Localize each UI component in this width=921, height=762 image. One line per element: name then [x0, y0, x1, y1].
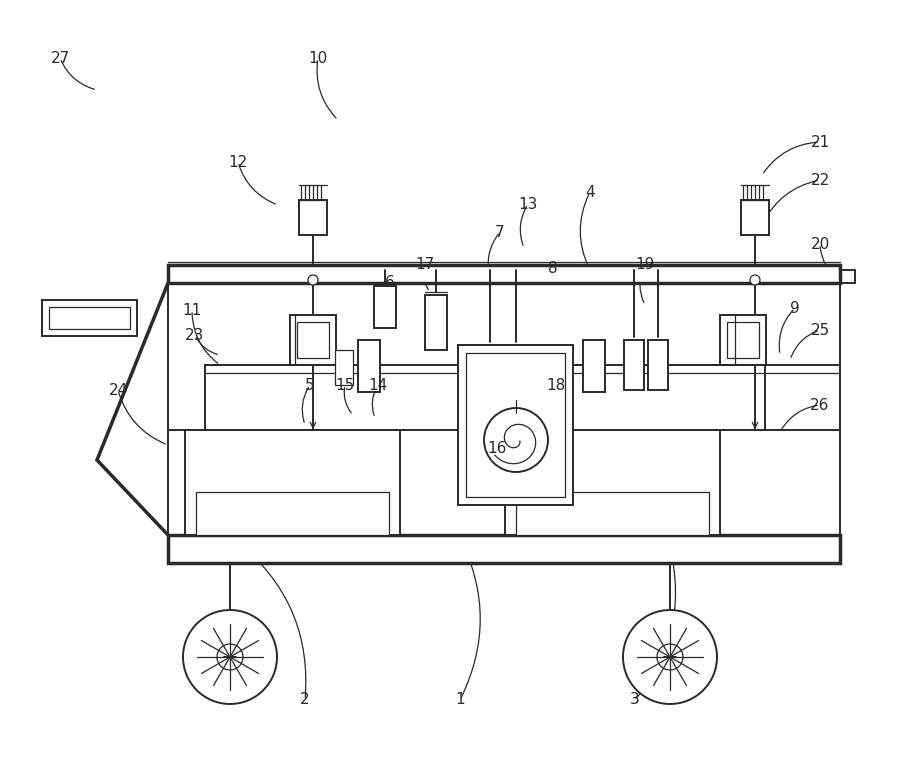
Bar	[358, 340, 380, 392]
Circle shape	[657, 644, 683, 670]
Bar	[648, 340, 668, 390]
Bar	[290, 315, 336, 365]
Bar	[297, 322, 329, 358]
Bar	[741, 200, 769, 235]
Bar	[168, 265, 840, 283]
Bar	[185, 430, 400, 535]
Text: 17: 17	[415, 257, 435, 271]
Circle shape	[484, 408, 548, 472]
Circle shape	[217, 644, 243, 670]
Bar	[516, 492, 709, 535]
Circle shape	[308, 275, 318, 285]
Text: 16: 16	[487, 440, 507, 456]
Bar	[466, 353, 565, 497]
Text: 20: 20	[810, 236, 830, 251]
Circle shape	[623, 610, 717, 704]
Text: 6: 6	[385, 274, 395, 290]
Bar	[720, 315, 766, 365]
Bar	[42, 300, 137, 336]
Text: 7: 7	[495, 225, 505, 239]
Circle shape	[183, 610, 277, 704]
Text: 18: 18	[546, 377, 565, 392]
Text: 8: 8	[548, 261, 558, 276]
Text: 21: 21	[810, 135, 830, 149]
Text: 27: 27	[51, 50, 70, 66]
Text: 2: 2	[300, 693, 309, 707]
Text: 9: 9	[790, 300, 799, 315]
Text: 5: 5	[305, 377, 315, 392]
Text: 22: 22	[810, 172, 830, 187]
Text: 25: 25	[810, 322, 830, 338]
Bar	[49, 307, 130, 329]
Text: 4: 4	[585, 184, 595, 200]
Text: 10: 10	[309, 50, 328, 66]
Text: 23: 23	[185, 328, 204, 342]
Bar	[425, 295, 447, 350]
Bar	[727, 322, 759, 358]
Bar	[196, 492, 389, 535]
Bar	[505, 430, 720, 535]
Bar	[458, 345, 573, 505]
Text: 24: 24	[109, 383, 128, 398]
Text: 13: 13	[519, 197, 538, 212]
Text: 3: 3	[630, 693, 640, 707]
Bar	[299, 200, 327, 235]
Text: 26: 26	[810, 398, 830, 412]
Text: 19: 19	[635, 257, 655, 271]
Bar	[168, 535, 840, 563]
Bar	[583, 340, 605, 392]
Text: 15: 15	[335, 377, 355, 392]
Circle shape	[750, 275, 760, 285]
Text: 1: 1	[455, 693, 465, 707]
Text: 12: 12	[228, 155, 248, 169]
Text: 11: 11	[182, 303, 202, 318]
Bar	[335, 350, 353, 385]
Text: 14: 14	[368, 377, 388, 392]
Bar	[374, 286, 396, 328]
Bar	[624, 340, 644, 390]
